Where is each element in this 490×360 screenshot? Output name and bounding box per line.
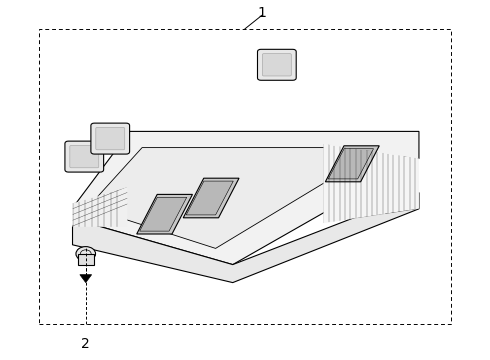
FancyBboxPatch shape — [96, 127, 124, 150]
FancyBboxPatch shape — [91, 123, 129, 154]
Circle shape — [76, 247, 96, 261]
FancyBboxPatch shape — [70, 145, 98, 168]
Polygon shape — [80, 275, 92, 283]
Polygon shape — [76, 131, 419, 265]
Polygon shape — [186, 181, 233, 215]
Bar — [39, 29, 451, 324]
Polygon shape — [73, 193, 419, 283]
Polygon shape — [328, 149, 373, 179]
FancyBboxPatch shape — [258, 49, 296, 80]
FancyBboxPatch shape — [65, 141, 103, 172]
FancyBboxPatch shape — [78, 254, 94, 265]
Polygon shape — [137, 194, 193, 234]
Polygon shape — [325, 146, 379, 182]
Polygon shape — [140, 197, 187, 231]
FancyBboxPatch shape — [263, 54, 291, 76]
Polygon shape — [323, 144, 419, 223]
Polygon shape — [98, 148, 353, 248]
Text: 2: 2 — [81, 337, 90, 351]
Polygon shape — [73, 187, 127, 227]
Polygon shape — [183, 178, 239, 218]
Text: 1: 1 — [258, 6, 267, 19]
